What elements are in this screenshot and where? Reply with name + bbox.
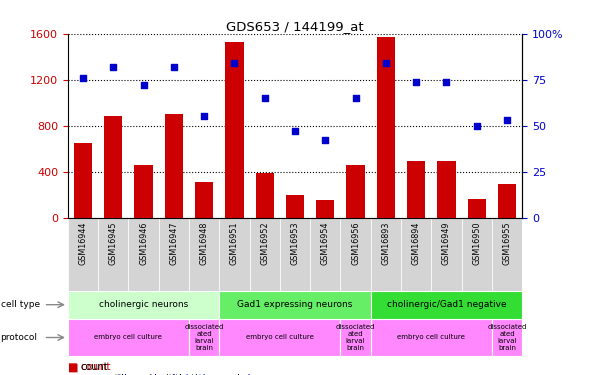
Title: GDS653 / 144199_at: GDS653 / 144199_at: [226, 20, 364, 33]
Text: GSM16953: GSM16953: [290, 221, 300, 265]
Bar: [189, 217, 219, 291]
Point: [502, 117, 512, 123]
Text: GSM16956: GSM16956: [351, 221, 360, 265]
Point: [230, 60, 239, 66]
Bar: [74, 143, 92, 218]
Bar: [310, 217, 340, 291]
Text: ■ percentile rank within the sample: ■ percentile rank within the sample: [68, 374, 257, 375]
Point: [320, 137, 330, 143]
Bar: [401, 217, 431, 291]
Point: [472, 123, 481, 129]
Bar: [316, 200, 335, 217]
Bar: [219, 217, 250, 291]
Text: percentile rank within the sample: percentile rank within the sample: [81, 374, 246, 375]
Bar: [225, 42, 244, 218]
Point: [78, 75, 88, 81]
Bar: [68, 291, 219, 319]
Text: GSM16893: GSM16893: [381, 221, 391, 264]
Text: GSM16948: GSM16948: [199, 221, 209, 264]
Bar: [165, 114, 183, 218]
Bar: [189, 319, 219, 356]
Text: GSM16894: GSM16894: [412, 221, 421, 264]
Bar: [104, 116, 122, 218]
Point: [290, 128, 300, 134]
Text: count: count: [81, 362, 109, 372]
Bar: [135, 165, 153, 218]
Text: GSM16945: GSM16945: [109, 221, 118, 265]
Text: dissociated
ated
larval
brain: dissociated ated larval brain: [487, 324, 527, 351]
Point: [411, 78, 421, 84]
Bar: [346, 165, 365, 218]
Bar: [286, 195, 304, 217]
Text: ■: ■: [68, 362, 78, 372]
Text: GSM16950: GSM16950: [472, 221, 481, 265]
Bar: [159, 217, 189, 291]
Point: [169, 64, 179, 70]
Bar: [340, 319, 371, 356]
Text: GSM16949: GSM16949: [442, 221, 451, 265]
Text: GSM16954: GSM16954: [321, 221, 330, 265]
Text: cell type: cell type: [1, 300, 40, 309]
Point: [139, 82, 148, 88]
Bar: [371, 217, 401, 291]
Text: GSM16952: GSM16952: [260, 221, 269, 265]
Bar: [437, 161, 455, 218]
Bar: [195, 182, 213, 218]
Text: cholinergic/Gad1 negative: cholinergic/Gad1 negative: [386, 300, 506, 309]
Text: GSM16955: GSM16955: [503, 221, 512, 265]
Bar: [377, 37, 395, 218]
Bar: [219, 291, 371, 319]
Bar: [68, 217, 98, 291]
Bar: [371, 319, 492, 356]
Text: GSM16946: GSM16946: [139, 221, 148, 264]
Bar: [492, 217, 522, 291]
Bar: [219, 319, 340, 356]
Text: embryo cell culture: embryo cell culture: [246, 334, 314, 340]
Text: dissociated
ated
larval
brain: dissociated ated larval brain: [185, 324, 224, 351]
Bar: [250, 217, 280, 291]
Text: embryo cell culture: embryo cell culture: [94, 334, 162, 340]
Point: [199, 113, 209, 119]
Text: dissociated
ated
larval
brain: dissociated ated larval brain: [336, 324, 375, 351]
Bar: [255, 173, 274, 217]
Bar: [431, 217, 461, 291]
Text: ■ count: ■ count: [68, 362, 110, 372]
Bar: [407, 161, 425, 218]
Text: GSM16947: GSM16947: [169, 221, 178, 265]
Bar: [129, 217, 159, 291]
Text: protocol: protocol: [1, 333, 38, 342]
Text: embryo cell culture: embryo cell culture: [397, 334, 466, 340]
Point: [381, 60, 391, 66]
Bar: [68, 319, 189, 356]
Text: Gad1 expressing neurons: Gad1 expressing neurons: [237, 300, 353, 309]
Point: [442, 78, 451, 84]
Bar: [98, 217, 129, 291]
Point: [351, 95, 360, 101]
Text: cholinergic neurons: cholinergic neurons: [99, 300, 188, 309]
Bar: [461, 217, 492, 291]
Text: GSM16951: GSM16951: [230, 221, 239, 265]
Bar: [492, 319, 522, 356]
Point: [260, 95, 270, 101]
Text: GSM16944: GSM16944: [78, 221, 87, 264]
Bar: [280, 217, 310, 291]
Bar: [371, 291, 522, 319]
Bar: [340, 217, 371, 291]
Text: ■: ■: [68, 374, 78, 375]
Bar: [498, 184, 516, 218]
Bar: [468, 198, 486, 217]
Point: [109, 64, 118, 70]
